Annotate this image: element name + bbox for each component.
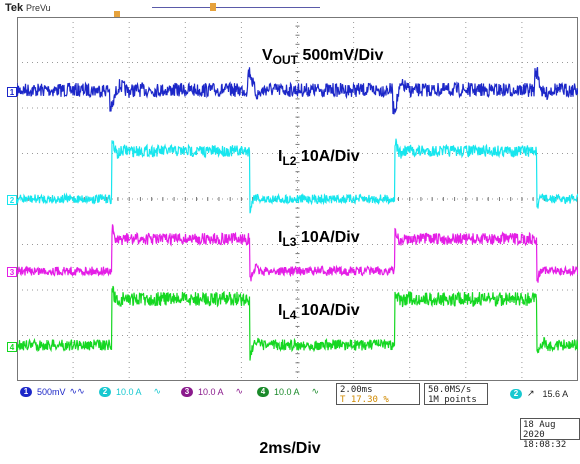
record-position-marker	[210, 3, 216, 11]
coupling-icon: ∿	[153, 386, 162, 396]
acquisition-mode: PreVu	[26, 3, 51, 13]
channel-1-marker: 1	[7, 87, 17, 97]
record-length-bar	[152, 7, 320, 8]
scope-display	[17, 17, 578, 381]
trigger-position-icon: T	[340, 395, 346, 405]
il4-label: IL4 10A/Div	[278, 302, 360, 323]
il3-label: IL3 10A/Div	[278, 229, 360, 250]
channel-2-readout[interactable]: 2 10.0 A ∿	[99, 386, 161, 397]
vout-trace	[17, 67, 578, 115]
rising-edge-icon: ↗	[527, 388, 535, 398]
timebase-label: 2ms/Div	[259, 440, 321, 457]
brand-logo: Tek	[5, 2, 24, 14]
il2-label: IL2 10A/Div	[278, 148, 360, 169]
status-bar: 1 500mV ∿∿ 2 10.0 A ∿ 3 10.0 A ∿ 4 10.0 …	[0, 383, 580, 411]
il3-trace	[17, 224, 578, 283]
il4-trace	[17, 285, 578, 361]
channel-4-readout[interactable]: 4 10.0 A ∿	[257, 386, 319, 397]
channel-3-readout[interactable]: 3 10.0 A ∿	[181, 386, 243, 397]
channel-3-marker: 3	[7, 267, 17, 277]
acquisition-readout[interactable]: 50.0MS/s 1M points	[424, 383, 488, 405]
scope-header: Tek PreVu	[0, 0, 580, 17]
waveform-area	[17, 17, 578, 381]
date-time-readout: 18 Aug 2020 18:08:32	[520, 418, 580, 450]
horizontal-scale-readout[interactable]: 2.00ms T 17.30 %	[336, 383, 420, 405]
channel-4-marker: 4	[7, 342, 17, 352]
vout-label: VOUT 500mV/Div	[262, 47, 384, 68]
coupling-icon: ∿	[311, 386, 320, 396]
coupling-icon: ∿	[235, 386, 244, 396]
bandwidth-icon: ∿∿	[69, 386, 85, 396]
channel-2-marker: 2	[7, 195, 17, 205]
trigger-readout[interactable]: 2 ↗ 15.6 A	[510, 388, 568, 399]
il2-trace	[17, 138, 578, 214]
channel-1-readout[interactable]: 1 500mV ∿∿	[20, 386, 85, 397]
